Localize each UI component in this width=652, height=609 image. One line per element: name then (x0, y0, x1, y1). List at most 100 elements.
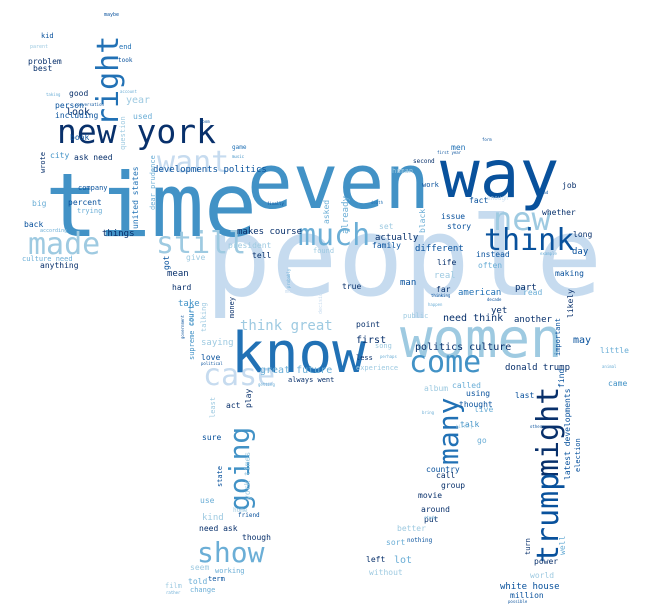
word-going: going (223, 427, 256, 511)
word-song: song (375, 342, 392, 350)
word-talking: talking (200, 302, 208, 332)
word-book: book (70, 133, 89, 142)
word-including: including (55, 111, 99, 120)
word-give: give (186, 253, 205, 262)
word-first-year: first year (437, 150, 462, 155)
word-percent: percent (68, 198, 102, 207)
word-think: think (484, 223, 574, 258)
word-research: research (551, 259, 585, 267)
word-story: story (447, 222, 471, 231)
word-year: year (126, 95, 150, 106)
word-thought: thought (459, 400, 493, 409)
word-another: another (514, 315, 553, 325)
word-without: without (369, 568, 403, 577)
word-well: well (558, 536, 567, 555)
word-saying: saying (201, 338, 234, 348)
word-told: told (188, 577, 207, 586)
word-come: come (409, 345, 481, 380)
word-black: black (418, 209, 427, 233)
word-right: right (91, 36, 126, 126)
word-yet: yet (491, 306, 507, 316)
word-last: last (515, 391, 534, 400)
word-group: group (441, 481, 465, 490)
word-left: left (366, 555, 385, 564)
word-court: court (187, 305, 195, 326)
word-person: person (55, 101, 84, 110)
word-talk: talk (460, 420, 479, 429)
word-called: called (452, 381, 481, 390)
word-perhaps: perhaps (380, 354, 397, 359)
word-movie: movie (418, 491, 442, 500)
word-put: put (424, 515, 439, 524)
word-men: men (451, 143, 466, 152)
word-ask-need: ask need (74, 153, 113, 162)
word-great-future: great future (260, 365, 332, 376)
word-better: better (397, 524, 426, 533)
word-back: back (24, 220, 43, 229)
word-trying: trying (77, 207, 102, 215)
word-family: family (372, 241, 401, 250)
word-even: even (247, 137, 430, 226)
word-game: game (232, 144, 247, 151)
word-human: human (392, 167, 413, 175)
word-many: many (432, 398, 465, 465)
word-animal: animal (602, 364, 617, 369)
word-show: show (197, 536, 265, 569)
word-likely: likely (566, 289, 575, 318)
word-experience: experience (356, 364, 398, 372)
word-true: true (342, 282, 361, 291)
word-music: music (232, 154, 245, 159)
word-know: know (231, 321, 366, 386)
word-kid: kid (41, 32, 54, 40)
word-used: used (133, 112, 152, 121)
word-example: example (540, 251, 557, 256)
word-thinking: thinking (431, 293, 451, 298)
word-decade: decade (487, 297, 502, 302)
word-government: government (180, 314, 185, 339)
word-lot: lot (394, 555, 412, 566)
word-power: power (534, 557, 558, 566)
word-conversation: conversation (75, 102, 104, 107)
word-sure: sure (202, 433, 221, 442)
word-taking: taking (46, 92, 61, 97)
word-life: life (437, 258, 456, 267)
word-turn: turn (524, 538, 532, 555)
word-film: film (165, 582, 182, 590)
word-took: took (118, 57, 133, 64)
word-need-ask: need ask (199, 524, 238, 533)
word-friend: friend (238, 512, 260, 519)
word-take: take (178, 299, 200, 309)
word-latest-developments: latest developments (563, 388, 572, 480)
word-may: may (573, 335, 591, 346)
word-death: death (371, 200, 384, 205)
word-less: less (356, 354, 373, 362)
word-white-house: white house (500, 582, 560, 592)
word-things: things (102, 229, 135, 239)
word-fact: fact (469, 196, 488, 205)
word-decision: decision (318, 290, 324, 314)
word-real: real (434, 271, 456, 281)
word-dear-prudence: dear prudence (149, 155, 157, 210)
word-term: term (208, 575, 225, 583)
word-working: working (215, 567, 245, 575)
word-actually: actually (375, 233, 419, 243)
word-others: others (530, 424, 545, 429)
word-little: little (600, 346, 629, 355)
word-question: question (119, 116, 127, 150)
word-want: want (157, 145, 229, 180)
word-making: making (555, 269, 584, 278)
word-getting: getting (258, 382, 275, 387)
word-city: city (50, 151, 69, 160)
word-whether: whether (542, 208, 576, 217)
word-form: form (482, 137, 492, 142)
word-least: least (209, 397, 217, 418)
word-way: way (440, 136, 559, 213)
word-donald-trump: donald trump (505, 363, 570, 373)
word-use: use (200, 496, 215, 505)
word-live: live (474, 405, 493, 414)
word-rather: rather (166, 590, 181, 595)
word-best: best (33, 64, 52, 73)
word-go: go (477, 436, 487, 445)
word-made: made (28, 227, 100, 262)
